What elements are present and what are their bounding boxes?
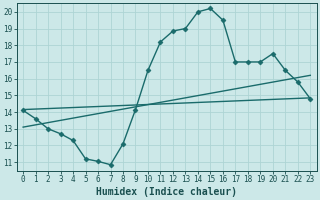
X-axis label: Humidex (Indice chaleur): Humidex (Indice chaleur) [96, 186, 237, 197]
